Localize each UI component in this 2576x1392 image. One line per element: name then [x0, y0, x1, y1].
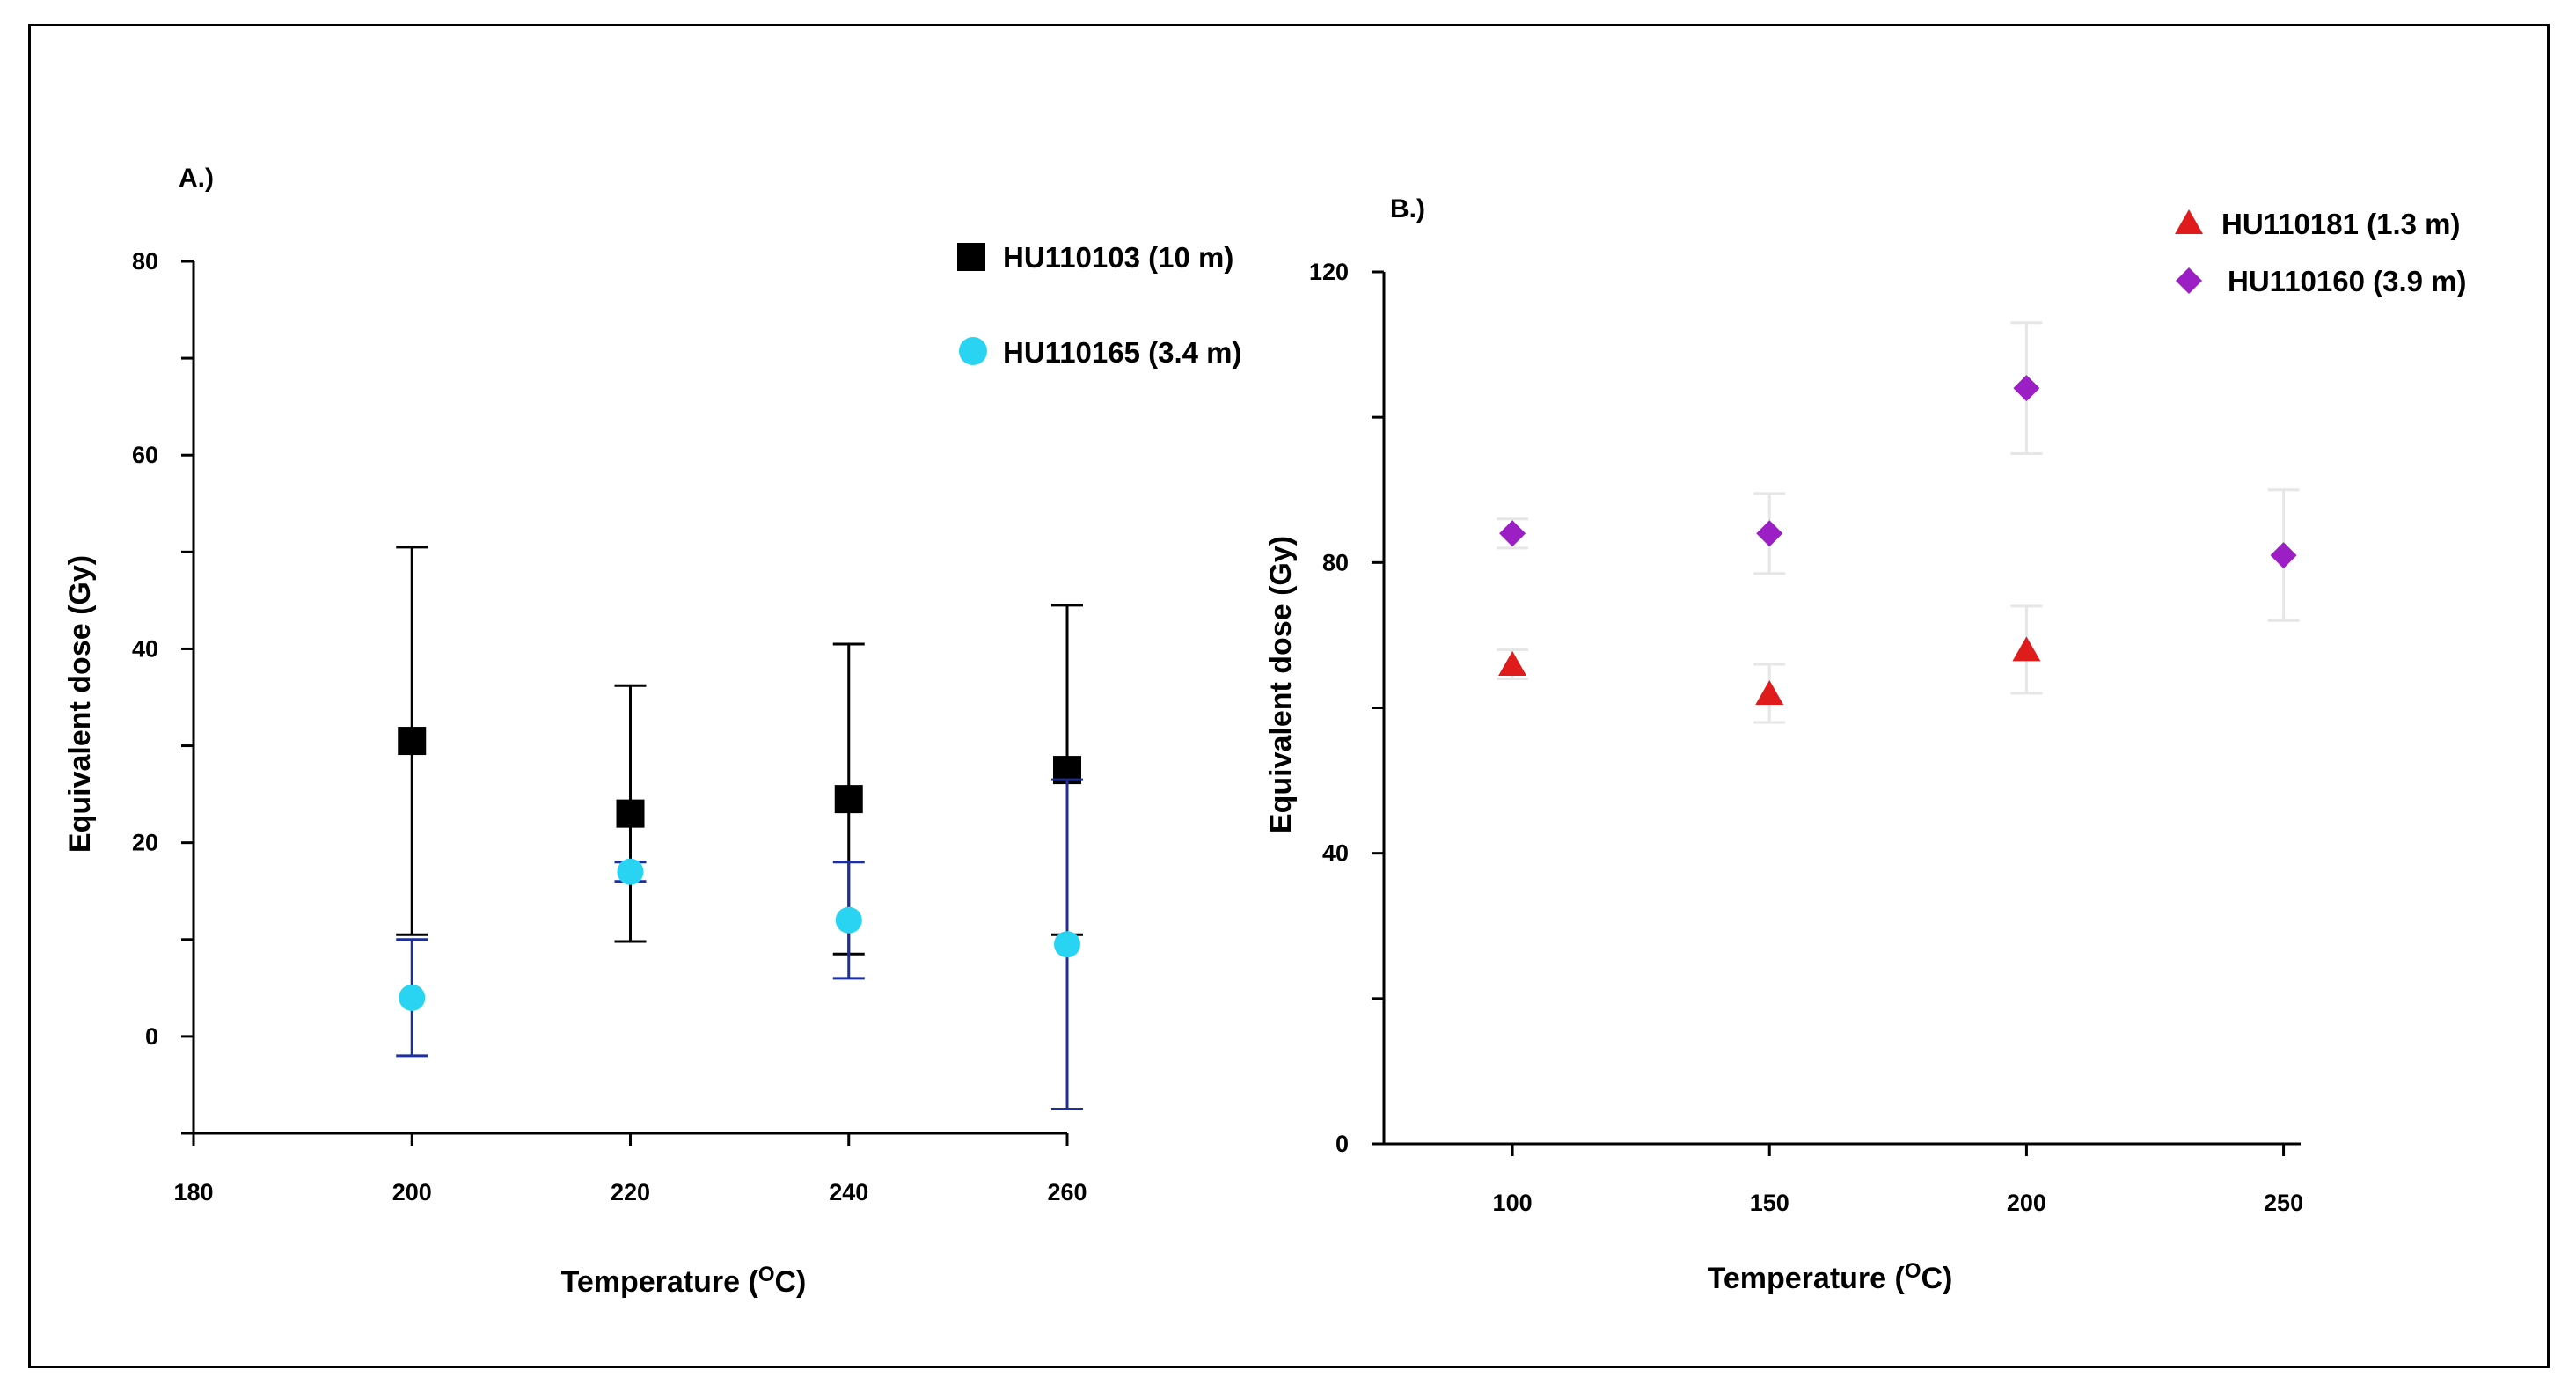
panel-a-plot: 0 20 40 60 80 180 200 220 240 260: [132, 248, 1087, 1205]
x-tick-label: 220: [611, 1179, 650, 1205]
panel-a-label: A.): [179, 164, 214, 193]
y-tick-label: 60: [132, 442, 158, 468]
legend-triangle-marker: [2175, 209, 2203, 234]
data-point-square: [398, 727, 427, 756]
legend-label-hu110181: HU110181 (1.3 m): [2221, 208, 2461, 240]
data-point-diamond: [1756, 520, 1783, 547]
data-point-diamond: [1499, 520, 1526, 547]
x-tick-label: 200: [2007, 1190, 2046, 1216]
panel-b-plot: 0 40 80 120 100 150 200 250: [1309, 259, 2303, 1216]
data-point-triangle: [1755, 679, 1784, 705]
legend-diamond-marker: [2176, 267, 2202, 294]
y-tick-label: 40: [132, 635, 158, 662]
figure-frame: [28, 24, 2550, 1368]
data-point-circle: [399, 984, 426, 1011]
x-tick-label: 200: [392, 1179, 432, 1205]
panel-a-y-axis-label: Equivalent dose (Gy): [63, 555, 97, 853]
x-tick-label: 100: [1493, 1190, 1533, 1216]
y-tick-label: 20: [132, 830, 158, 856]
panel-a-legend: HU110103 (10 m) HU110165 (3.4 m): [957, 241, 1242, 369]
series-hu110103: [396, 546, 1083, 956]
panel-b-x-axis-label: Temperature (OC): [1708, 1259, 1953, 1295]
y-tick-label: 0: [1336, 1131, 1349, 1157]
data-point-circle: [1054, 931, 1080, 958]
x-tick-label: 150: [1750, 1190, 1789, 1216]
panel-b: B.) Temperature (OC) Equivalent dose (Gy…: [1264, 194, 2467, 1295]
x-tick-label: 250: [2264, 1190, 2303, 1216]
data-point-square: [834, 785, 863, 814]
data-point-triangle: [1498, 650, 1527, 676]
x-tick-label: 180: [173, 1179, 213, 1205]
legend-square-marker: [957, 243, 985, 271]
legend-label-hu110160: HU110160 (3.9 m): [2228, 265, 2467, 297]
series-hu110181: [1497, 604, 2043, 724]
y-tick-label: 40: [1322, 840, 1349, 867]
y-tick-label: 80: [132, 248, 158, 275]
panel-b-label: B.): [1390, 194, 1425, 223]
y-tick-label: 80: [1322, 549, 1349, 575]
x-tick-label: 260: [1047, 1179, 1087, 1205]
panel-a-x-axis-label: Temperature (OC): [561, 1263, 807, 1299]
data-point-circle: [835, 906, 862, 934]
legend-label-hu110103: HU110103 (10 m): [1003, 241, 1233, 274]
x-tick-label: 240: [829, 1179, 868, 1205]
series-hu110165: [396, 778, 1083, 1110]
data-point-diamond: [2270, 542, 2297, 569]
y-tick-label: 0: [145, 1023, 158, 1050]
y-tick-label: 120: [1309, 259, 1349, 285]
panel-b-y-axis-label: Equivalent dose (Gy): [1264, 536, 1298, 833]
data-point-square: [616, 799, 645, 828]
panel-a: A.) Temperature (OC) Equivalent dose (Gy…: [63, 164, 1242, 1299]
data-point-triangle: [2012, 636, 2041, 662]
legend-circle-marker: [959, 337, 987, 365]
data-point-diamond: [2013, 375, 2040, 402]
panel-b-legend: HU110181 (1.3 m) HU110160 (3.9 m): [2175, 208, 2467, 297]
series-hu110160: [1497, 321, 2300, 622]
data-point-circle: [617, 858, 644, 885]
legend-label-hu110165: HU110165 (3.4 m): [1003, 336, 1242, 369]
